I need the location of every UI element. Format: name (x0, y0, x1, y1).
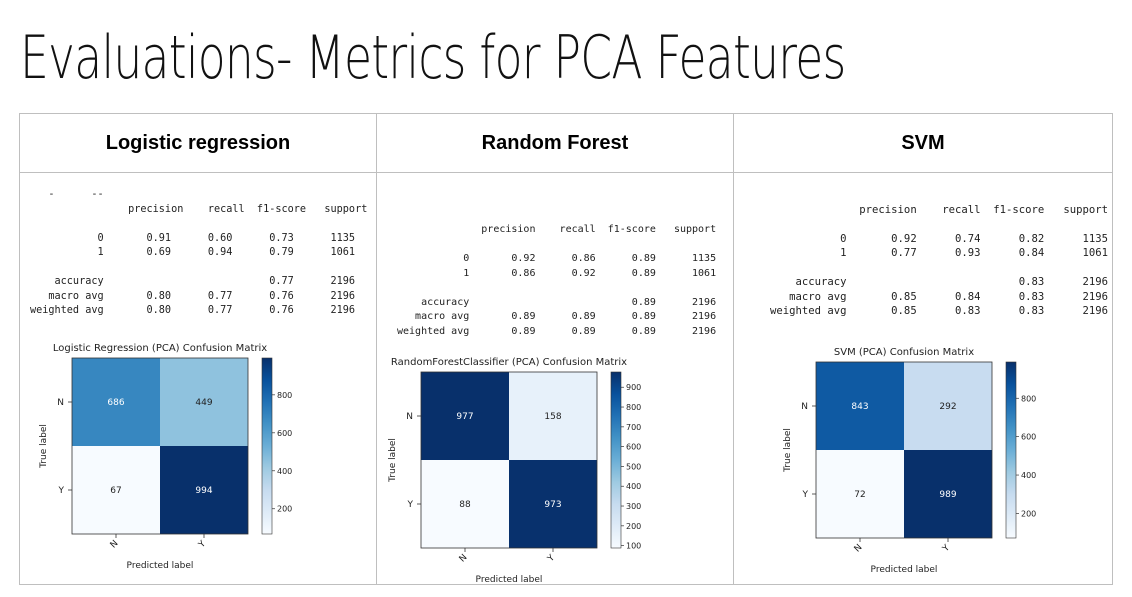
colorbar-tick-label: 500 (626, 462, 641, 471)
column-header: SVM (734, 114, 1112, 173)
matrix-title: SVM (PCA) Confusion Matrix (834, 347, 974, 358)
colorbar-tick-label: 600 (277, 429, 292, 438)
row-tick-label: Y (407, 500, 414, 510)
model-panel: precision recall f1-score support 0 0.92… (377, 174, 733, 585)
classification-report: precision recall f1-score support 0 0.92… (397, 224, 717, 337)
column-header: Logistic regression (20, 114, 376, 173)
colorbar (261, 357, 273, 535)
matrix-cell (509, 372, 597, 460)
colorbar-tick-label: 400 (626, 482, 641, 491)
colorbar-tick-label: 400 (277, 467, 292, 476)
classification-report: precision recall f1-score support 0 0.92… (770, 203, 1109, 318)
colorbar-tick-label: 200 (277, 505, 292, 514)
colorbar-tick-label: 800 (1021, 394, 1036, 403)
col-tick-label: N (853, 543, 865, 555)
model-panel: precision recall f1-score support 0 0.92… (734, 174, 1112, 585)
column-svm: SVM precision recall f1-score support 0 … (734, 114, 1112, 584)
col-tick-label: N (458, 553, 470, 565)
matrix-frame (71, 357, 249, 535)
cell-value: 158 (544, 412, 561, 422)
matrix-cell (816, 362, 904, 450)
y-axis-label: True label (783, 428, 793, 473)
cell-value: 686 (107, 398, 124, 408)
col-tick-label: Y (940, 543, 952, 555)
column-random-forest: Random Forest precision recall f1-score … (377, 114, 734, 584)
col-tick-label: N (109, 539, 121, 551)
cell-value: 994 (195, 486, 212, 496)
matrix-cell (509, 460, 597, 548)
comparison-table: Logistic regression - -- precision recal… (19, 113, 1113, 585)
slide-title: Evaluations- Metrics for PCA Features (20, 23, 846, 93)
colorbar-tick-label: 200 (1021, 509, 1036, 518)
cell-value: 292 (939, 402, 956, 412)
column-logistic-regression: Logistic regression - -- precision recal… (20, 114, 377, 584)
matrix-cell (160, 358, 248, 446)
colorbar-tick-label: 100 (626, 542, 641, 551)
matrix-cell (72, 358, 160, 446)
cell-value: 67 (110, 486, 121, 496)
colorbar-tick-label: 600 (626, 443, 641, 452)
classification-report: - -- precision recall f1-score support 0… (30, 189, 368, 316)
cell-value: 973 (544, 500, 561, 510)
row-tick-label: Y (58, 486, 65, 496)
colorbar (1005, 361, 1017, 539)
matrix-cell (816, 450, 904, 538)
confusion-matrix: RandomForestClassifier (PCA) Confusion M… (388, 357, 641, 584)
matrix-cell (904, 362, 992, 450)
matrix-cell (904, 450, 992, 538)
cell-value: 977 (456, 412, 473, 422)
x-axis-label: Predicted label (127, 561, 194, 571)
row-tick-label: N (406, 412, 413, 422)
cell-value: 88 (459, 500, 471, 510)
matrix-cell (72, 446, 160, 534)
colorbar-tick-label: 700 (626, 423, 641, 432)
colorbar-tick-label: 800 (626, 403, 641, 412)
row-tick-label: N (801, 402, 808, 412)
x-axis-label: Predicted label (871, 565, 938, 574)
colorbar (610, 371, 622, 549)
col-tick-label: Y (196, 539, 208, 551)
column-header: Random Forest (377, 114, 733, 173)
colorbar-tick-label: 800 (277, 391, 292, 400)
colorbar-tick-label: 400 (1021, 471, 1036, 480)
matrix-cell (421, 372, 509, 460)
colorbar-tick-label: 300 (626, 502, 641, 511)
matrix-frame (815, 361, 993, 539)
model-panel: - -- precision recall f1-score support 0… (20, 174, 376, 585)
row-tick-label: Y (802, 490, 809, 500)
colorbar-tick-label: 200 (626, 522, 641, 531)
confusion-matrix: Logistic Regression (PCA) Confusion Matr… (39, 343, 292, 571)
col-tick-label: Y (545, 553, 557, 565)
matrix-cell (421, 460, 509, 548)
x-axis-label: Predicted label (476, 575, 543, 584)
matrix-cell (160, 446, 248, 534)
matrix-title: Logistic Regression (PCA) Confusion Matr… (53, 343, 267, 354)
row-tick-label: N (57, 398, 64, 408)
cell-value: 72 (854, 490, 865, 500)
confusion-matrix: SVM (PCA) Confusion Matrix 843 292 72 989 N Y N… (783, 347, 1036, 574)
matrix-frame (420, 371, 598, 549)
y-axis-label: True label (39, 424, 49, 469)
cell-value: 843 (851, 402, 868, 412)
cell-value: 449 (195, 398, 212, 408)
y-axis-label: True label (388, 438, 398, 483)
matrix-title: RandomForestClassifier (PCA) Confusion M… (391, 357, 627, 368)
cell-value: 989 (939, 490, 956, 500)
colorbar-tick-label: 900 (626, 383, 641, 392)
colorbar-tick-label: 600 (1021, 433, 1036, 442)
